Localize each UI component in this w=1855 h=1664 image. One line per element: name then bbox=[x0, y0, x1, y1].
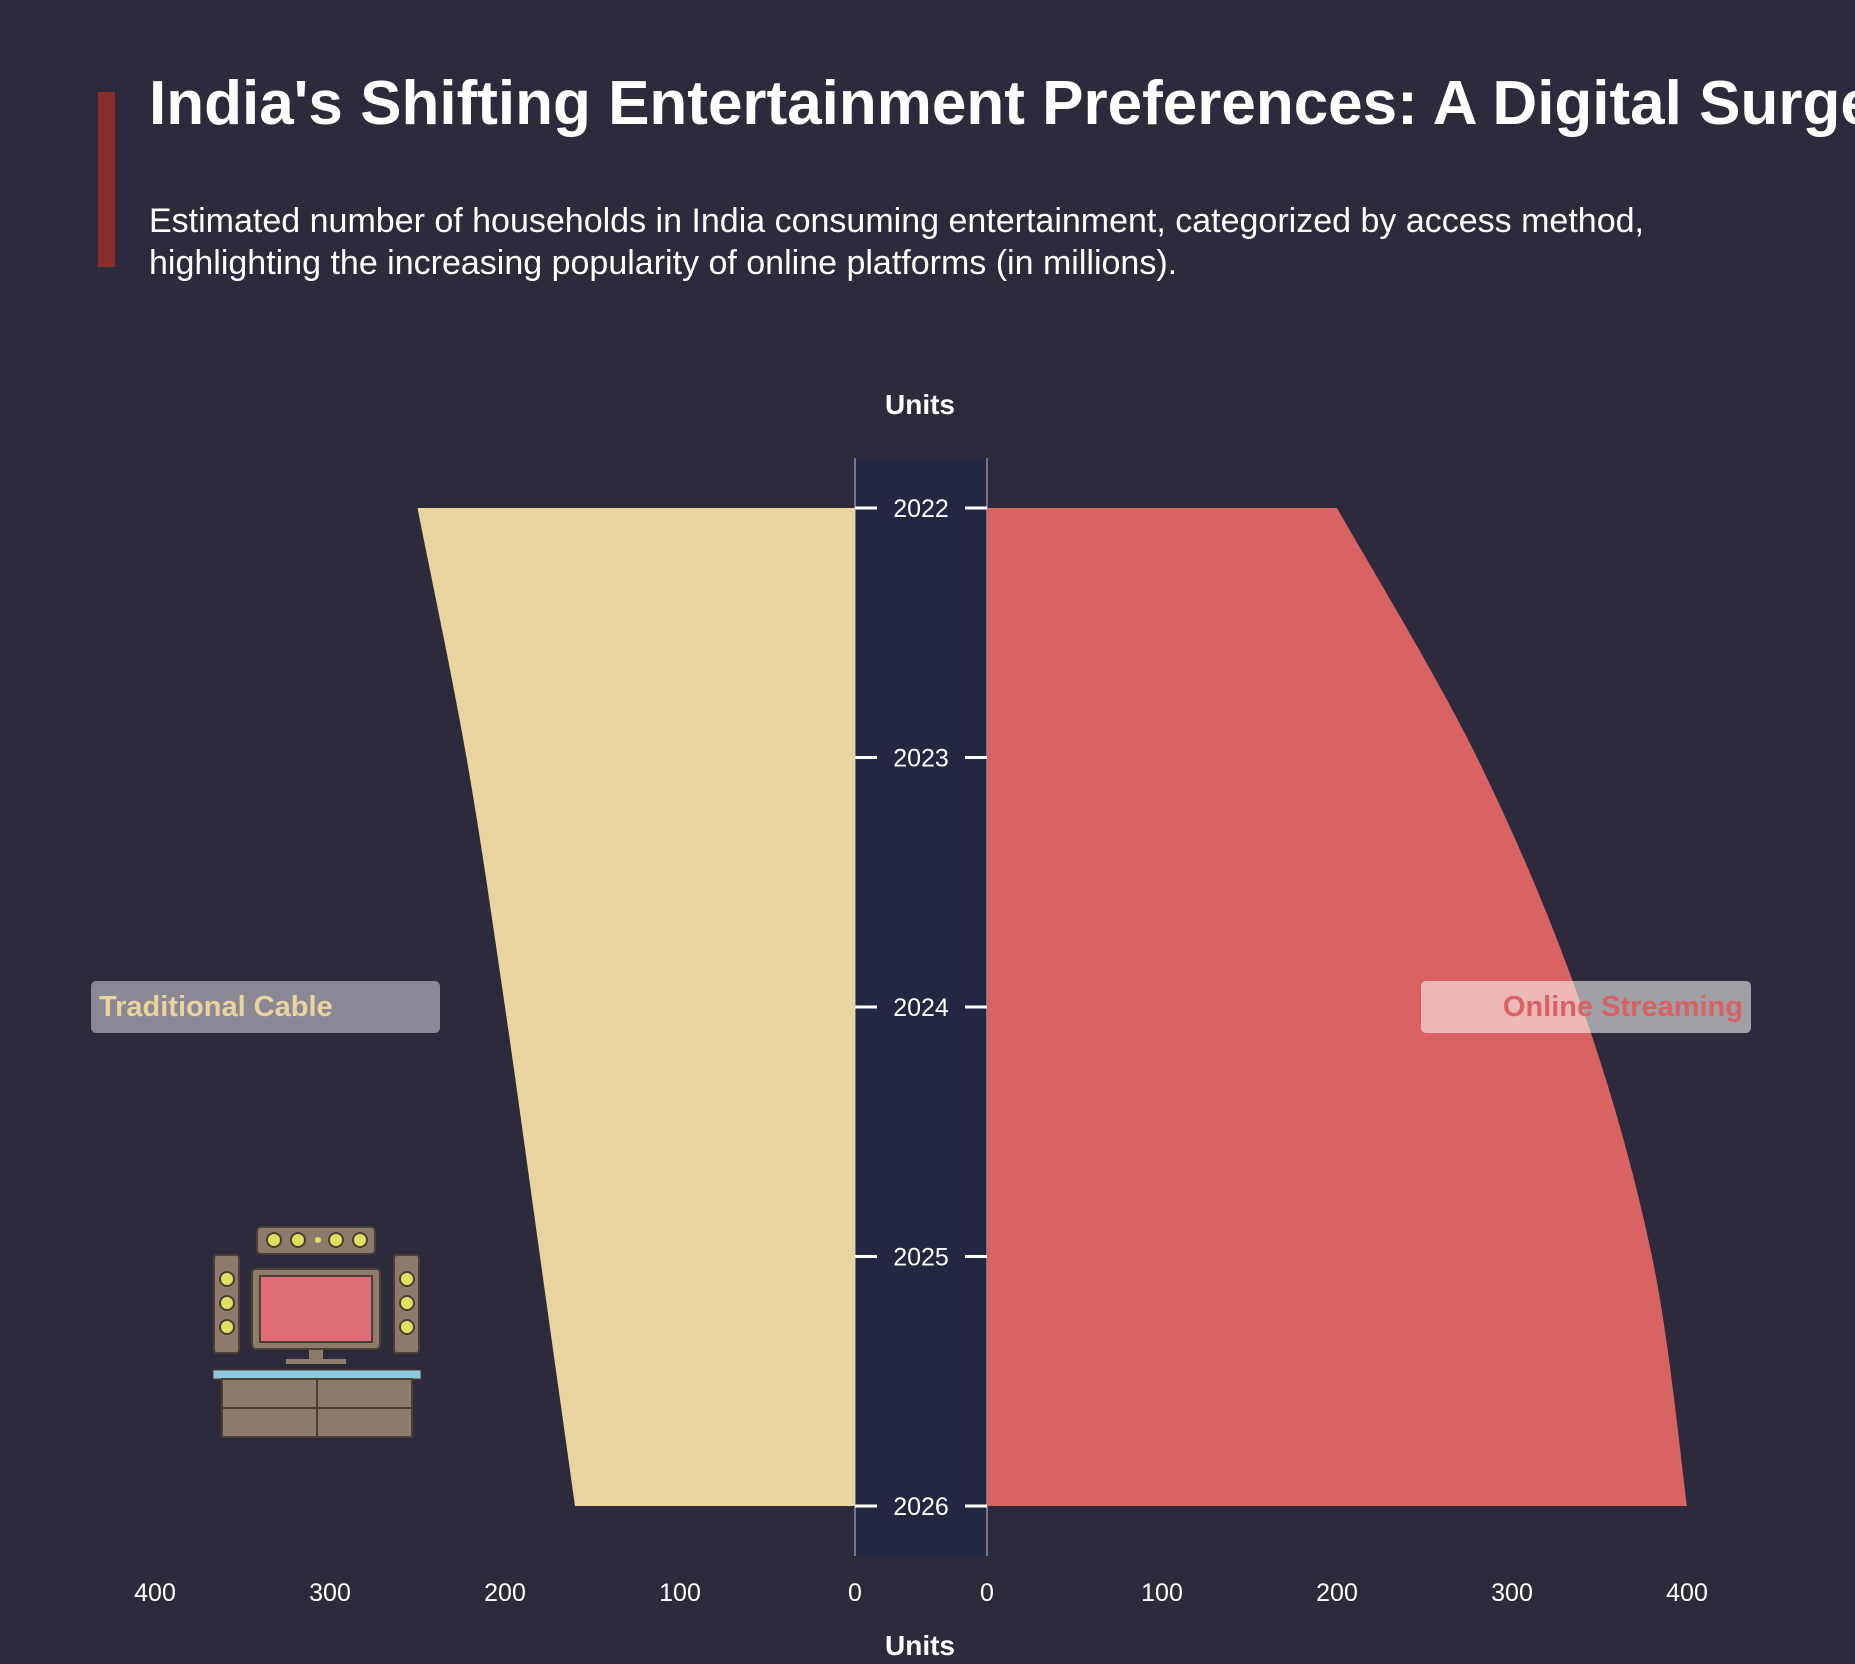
page-subtitle: Estimated number of households in India … bbox=[149, 202, 1644, 282]
x-tick-label-right: 400 bbox=[1666, 1579, 1708, 1607]
home-theater-tv-icon bbox=[212, 1226, 422, 1438]
y-axis-title: Units bbox=[885, 389, 955, 420]
x-tick-label-left: 0 bbox=[848, 1579, 862, 1607]
x-axis-title: Units bbox=[885, 1630, 955, 1661]
x-tick-label-right: 100 bbox=[1141, 1579, 1183, 1607]
year-label: 2024 bbox=[893, 994, 949, 1022]
x-tick-label-left: 100 bbox=[659, 1579, 701, 1607]
legend-label-online-streaming: Online Streaming bbox=[1503, 991, 1743, 1023]
area-traditional-cable bbox=[417, 508, 855, 1506]
legend-label-traditional-cable: Traditional Cable bbox=[99, 991, 333, 1023]
year-label: 2026 bbox=[893, 1493, 949, 1521]
page-title: India's Shifting Entertainment Preferenc… bbox=[149, 69, 1855, 138]
legend-box-traditional-cable bbox=[91, 981, 440, 1033]
year-label: 2023 bbox=[893, 745, 949, 773]
x-tick-label-left: 300 bbox=[309, 1579, 351, 1607]
area-online-streaming bbox=[987, 508, 1687, 1506]
title-accent-bar bbox=[98, 92, 115, 267]
x-tick-label-left: 200 bbox=[484, 1579, 526, 1607]
year-label: 2022 bbox=[893, 495, 949, 523]
year-label: 2025 bbox=[893, 1244, 949, 1272]
legend-box-online-streaming bbox=[1421, 981, 1751, 1033]
x-tick-label-right: 0 bbox=[980, 1579, 994, 1607]
x-tick-label-right: 300 bbox=[1491, 1579, 1533, 1607]
x-tick-label-right: 200 bbox=[1316, 1579, 1358, 1607]
x-tick-label-left: 400 bbox=[134, 1579, 176, 1607]
